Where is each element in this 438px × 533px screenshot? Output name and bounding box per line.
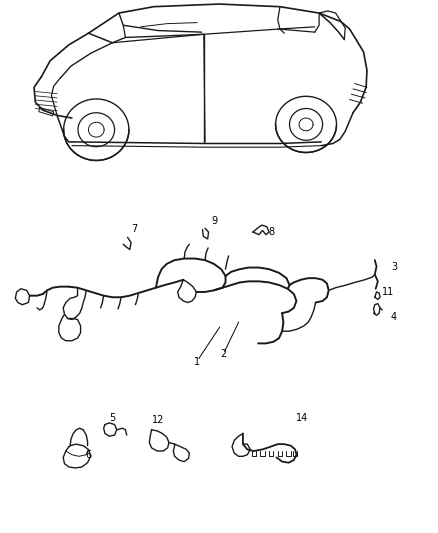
Text: 9: 9 [212, 216, 218, 227]
Text: 11: 11 [382, 287, 395, 297]
Text: 6: 6 [85, 450, 92, 460]
Text: 12: 12 [152, 415, 164, 425]
Text: 1: 1 [194, 357, 200, 367]
Text: 7: 7 [131, 224, 137, 235]
Text: 2: 2 [220, 349, 226, 359]
Text: 3: 3 [391, 262, 397, 271]
Text: 8: 8 [268, 227, 274, 237]
Text: 4: 4 [391, 312, 397, 322]
Text: 14: 14 [296, 413, 308, 423]
Text: 5: 5 [109, 413, 116, 423]
